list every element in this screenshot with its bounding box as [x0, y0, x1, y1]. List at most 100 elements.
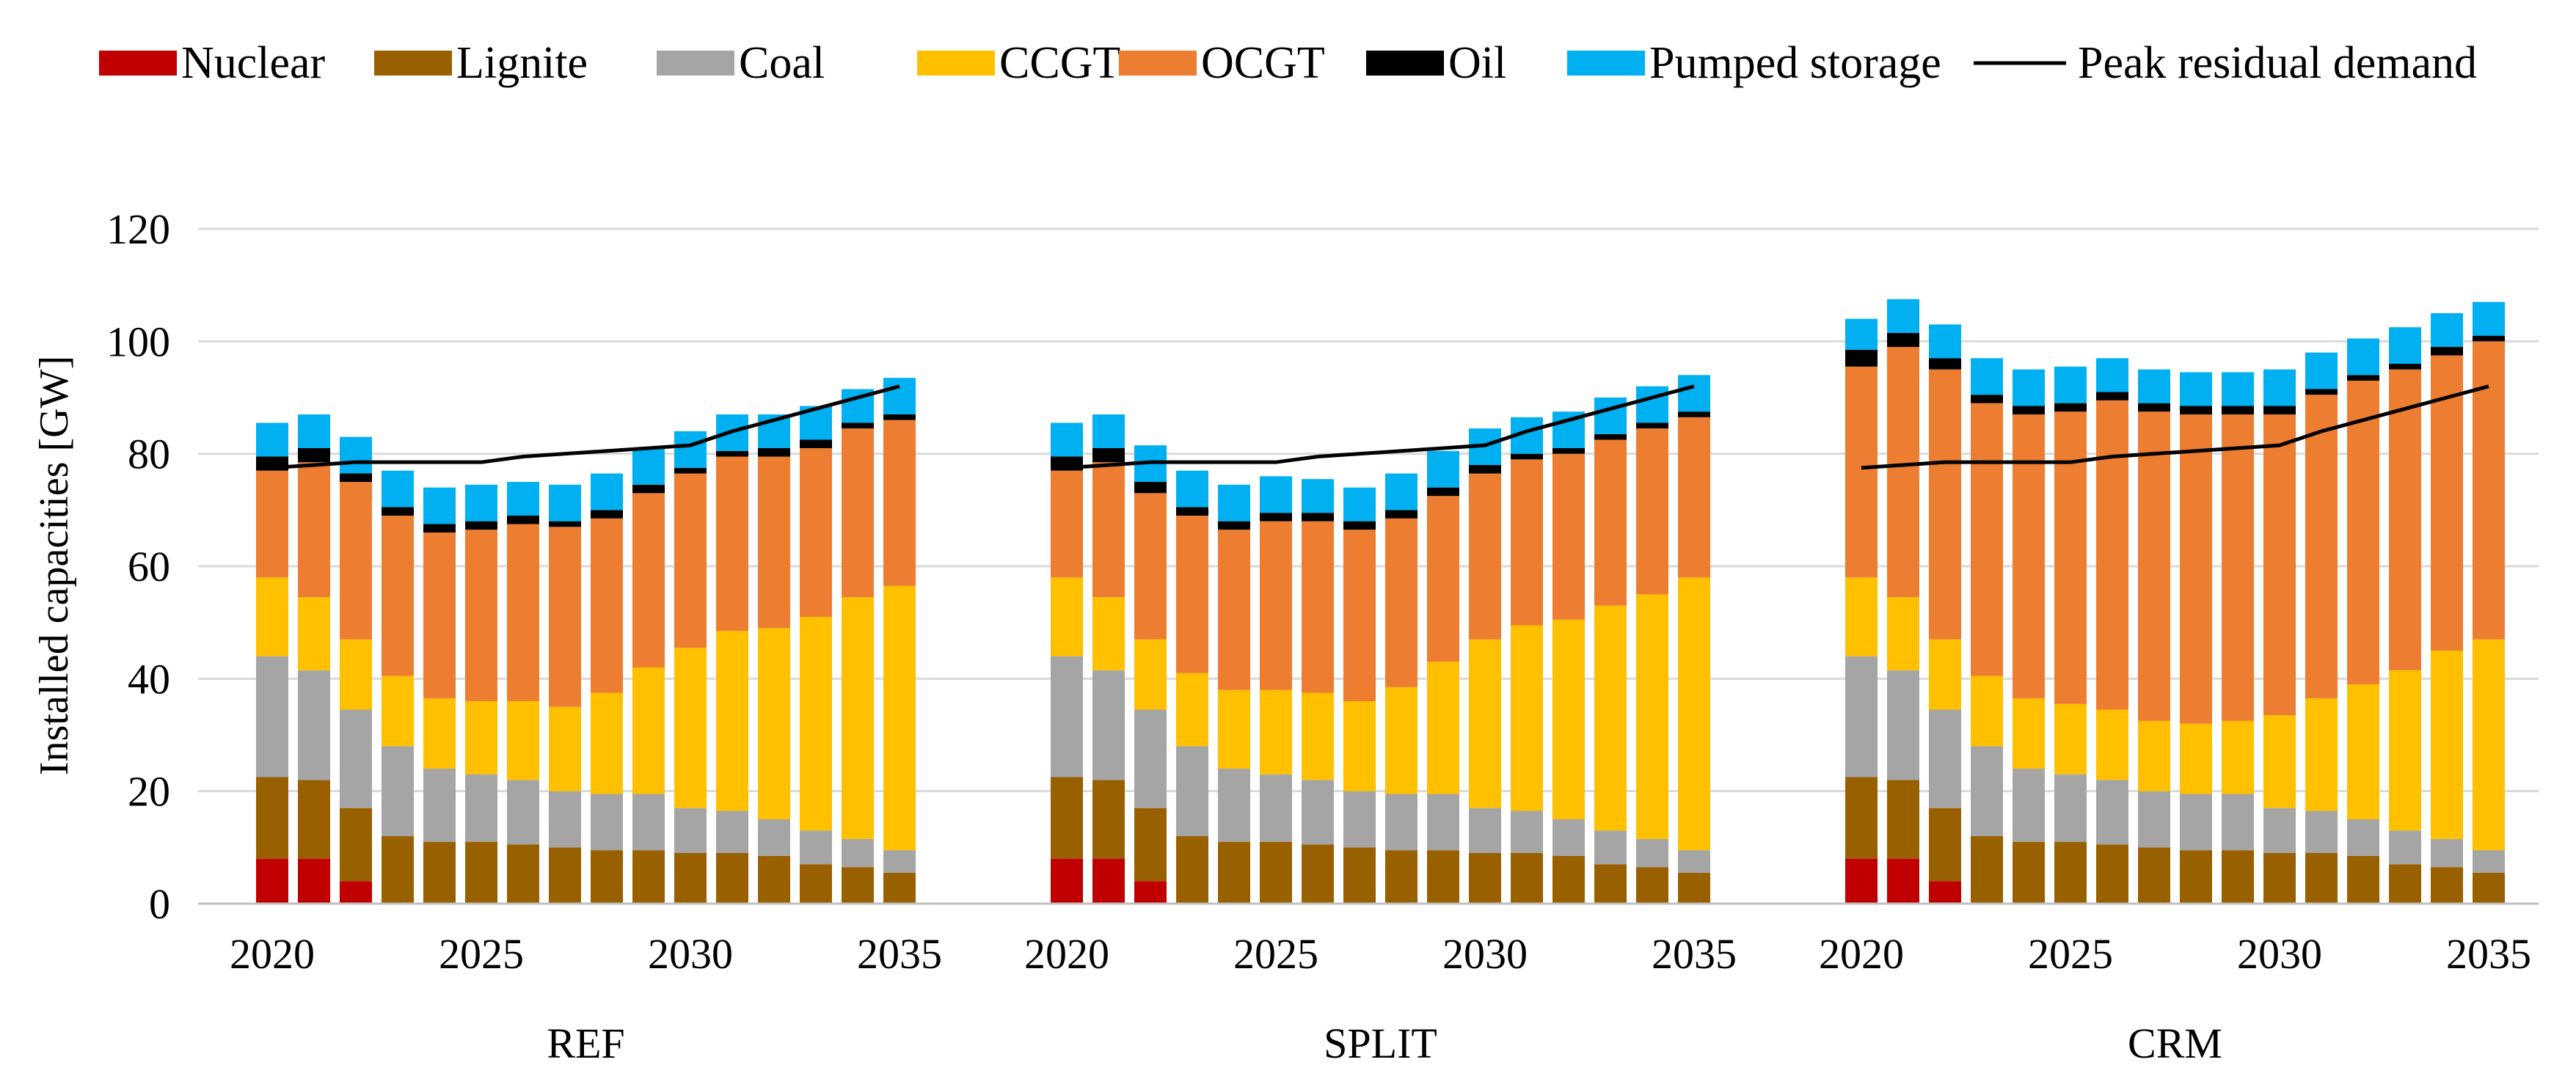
bar-crm-2021-nuclear [1887, 858, 1919, 904]
bar-split-2024-coal [1218, 769, 1250, 842]
bar-split-2025-lignite [1260, 841, 1292, 904]
bar-split-2032-ccgt [1552, 619, 1585, 819]
bar-crm-2027-ocgt [2138, 411, 2170, 721]
bar-crm-2030-coal [2263, 808, 2296, 853]
bar-ref-2026-pumped-storage [507, 482, 539, 516]
bar-split-2023-pumped-storage [1176, 470, 1208, 508]
x-tick-label: 2025 [2028, 930, 2113, 978]
bar-ref-2031-ocgt [716, 456, 748, 632]
bar-crm-2030-ocgt [2263, 414, 2296, 716]
bar-split-2023-coal [1176, 746, 1208, 836]
bar-ref-2022-lignite [340, 808, 372, 882]
bar-crm-2035-lignite [2473, 872, 2505, 904]
x-tick-label: 2020 [230, 930, 315, 978]
bar-ref-2033-lignite [800, 864, 832, 904]
bar-split-2026-ocgt [1302, 521, 1334, 693]
bar-ref-2024-coal [423, 769, 456, 842]
y-tick-label: 120 [106, 205, 170, 253]
bar-ref-2027-ccgt [549, 706, 581, 791]
bar-crm-2026-pumped-storage [2096, 358, 2128, 392]
bar-crm-2029-coal [2222, 794, 2254, 851]
bar-ref-2031-coal [716, 810, 748, 853]
legend-item-coal: Coal [657, 38, 825, 88]
x-tick-label: 2030 [1442, 930, 1528, 978]
x-tick-label: 2020 [1819, 930, 1904, 978]
bar-split-2034-lignite [1636, 867, 1668, 904]
legend-label-lignite: Lignite [456, 38, 588, 88]
bar-crm-2022-pumped-storage [1929, 324, 1961, 359]
bar-ref-2033-oil [800, 439, 832, 448]
bar-ref-2026-coal [507, 780, 539, 845]
bar-ref-2020-ccgt [256, 577, 288, 656]
bar-split-2028-coal [1385, 794, 1417, 851]
bar-crm-2028-lignite [2180, 850, 2212, 904]
legend: Nuclear Lignite Coal CCGT OCGT Oil Pumped stor… [99, 38, 2477, 88]
bar-ref-2030-pumped-storage [674, 431, 707, 468]
legend-swatch-nuclear [99, 51, 177, 76]
bar-crm-2032-lignite [2347, 855, 2379, 904]
bar-split-2030-ccgt [1469, 639, 1501, 808]
legend-swatch-coal [657, 51, 734, 76]
bar-split-2023-lignite [1176, 836, 1208, 904]
bar-crm-2034-coal [2431, 838, 2463, 868]
bar-ref-2035-ccgt [883, 585, 916, 851]
bar-split-2031-ocgt [1511, 459, 1543, 626]
bar-split-2032-lignite [1552, 855, 1585, 904]
bar-ref-2027-lignite [549, 847, 581, 904]
bar-crm-2035-ccgt [2473, 639, 2505, 851]
bar-crm-2023-ccgt [1971, 676, 2003, 747]
bar-ref-2023-ocgt [382, 516, 414, 676]
bar-split-2023-oil [1176, 507, 1208, 516]
bar-split-2030-oil [1469, 465, 1501, 474]
bar-split-2022-lignite [1134, 808, 1167, 882]
bar-ref-2030-lignite [674, 853, 707, 904]
bar-ref-2025-ccgt [465, 701, 497, 775]
bar-ref-2029-lignite [632, 850, 665, 904]
bar-ref-2028-pumped-storage [591, 473, 623, 510]
bar-crm-2022-nuclear [1929, 881, 1961, 904]
bar-ref-2025-coal [465, 774, 497, 842]
bar-ref-2029-coal [632, 794, 665, 851]
bar-crm-2022-oil [1929, 358, 1961, 370]
bar-ref-2028-ccgt [591, 692, 623, 794]
bar-ref-2023-pumped-storage [382, 470, 414, 508]
group-split [1051, 375, 1710, 904]
bar-crm-2033-oil [2389, 364, 2421, 370]
bar-ref-2031-ccgt [716, 631, 748, 811]
bar-ref-2030-ocgt [674, 473, 707, 648]
bar-ref-2026-lignite [507, 844, 539, 904]
bar-crm-2030-ccgt [2263, 715, 2296, 808]
peak-residual-demand-line-ref [271, 384, 900, 470]
bar-ref-2035-pumped-storage [883, 378, 916, 414]
x-tick-label: 2030 [2237, 930, 2322, 978]
bar-crm-2025-ccgt [2054, 703, 2087, 775]
bar-crm-2032-pumped-storage [2347, 338, 2379, 376]
bar-split-2023-ccgt [1176, 673, 1208, 747]
bar-ref-2026-ocgt [507, 524, 539, 701]
bar-ref-2025-ocgt [465, 530, 497, 701]
legend-item-lignite: Lignite [374, 38, 588, 88]
bar-split-2035-pumped-storage [1678, 375, 1710, 412]
bar-split-2030-ocgt [1469, 473, 1501, 640]
bar-split-2025-oil [1260, 513, 1292, 521]
bar-ref-2021-pumped-storage [298, 414, 330, 448]
bar-crm-2031-coal [2305, 810, 2338, 853]
bar-ref-2029-ocgt [632, 493, 665, 667]
bar-crm-2024-lignite [2013, 841, 2045, 904]
bars [256, 299, 2505, 904]
bar-ref-2020-lignite [256, 777, 288, 859]
bar-split-2024-ocgt [1218, 530, 1250, 690]
bar-crm-2034-pumped-storage [2431, 313, 2463, 347]
x-tick-label: 2035 [1652, 930, 1737, 978]
bar-ref-2028-oil [591, 510, 623, 519]
bar-crm-2034-lignite [2431, 867, 2463, 904]
bar-split-2030-lignite [1469, 853, 1501, 904]
bar-crm-2035-oil [2473, 335, 2505, 342]
bar-crm-2029-pumped-storage [2222, 372, 2254, 406]
bar-split-2022-ccgt [1134, 639, 1167, 710]
bar-split-2032-ocgt [1552, 453, 1585, 620]
bar-crm-2033-lignite [2389, 864, 2421, 904]
bar-ref-2024-ocgt [423, 532, 456, 699]
bar-split-2033-pumped-storage [1594, 398, 1627, 434]
bar-crm-2035-pumped-storage [2473, 301, 2505, 336]
